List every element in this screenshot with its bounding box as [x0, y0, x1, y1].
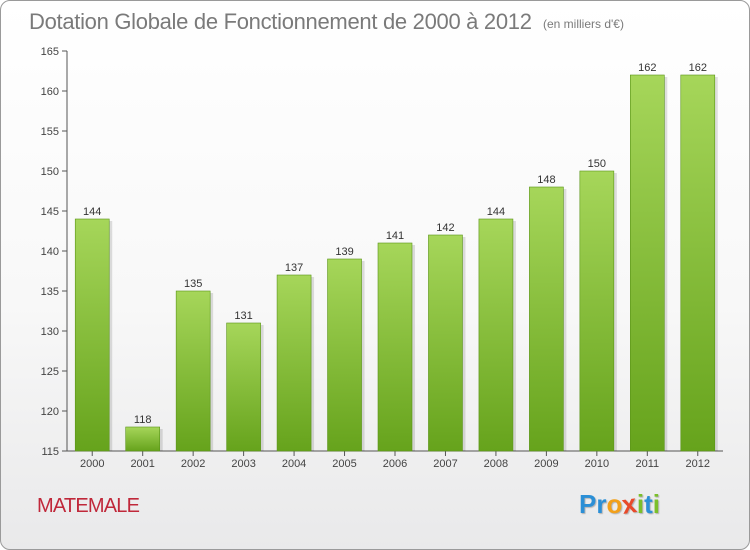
- logo-letter: t: [644, 489, 653, 519]
- y-tick-label: 150: [41, 166, 59, 178]
- x-tick-label: 2006: [383, 458, 407, 470]
- value-label: 148: [537, 174, 555, 186]
- place-name: MATEMALE: [37, 495, 140, 517]
- value-label: 150: [588, 158, 606, 170]
- x-tick-label: 2001: [130, 458, 154, 470]
- logo-letter: r: [596, 489, 607, 519]
- x-tick-label: 2012: [686, 458, 710, 470]
- x-tick-label: 2008: [484, 458, 508, 470]
- value-label: 135: [184, 278, 202, 290]
- x-tick-label: 2000: [80, 458, 104, 470]
- y-tick-label: 140: [41, 246, 59, 258]
- value-label: 144: [487, 206, 505, 218]
- x-tick-label: 2011: [635, 458, 659, 470]
- y-tick-label: 160: [41, 86, 59, 98]
- value-label: 131: [234, 310, 252, 322]
- bar-2004: [276, 274, 312, 452]
- bar-2001: [125, 426, 160, 452]
- y-tick-label: 145: [41, 206, 59, 218]
- x-tick-label: 2003: [231, 458, 255, 470]
- value-label: 141: [386, 230, 404, 242]
- value-label: 139: [335, 246, 353, 258]
- value-label: 144: [83, 206, 101, 218]
- bar-2012: [680, 74, 716, 452]
- value-label: 162: [689, 62, 707, 74]
- y-tick-label: 125: [41, 366, 59, 378]
- y-tick-label: 165: [41, 46, 59, 58]
- y-tick-label: 135: [41, 286, 59, 298]
- value-label: 162: [638, 62, 656, 74]
- bars: [74, 74, 718, 452]
- y-tick-label: 130: [41, 326, 59, 338]
- x-tick-label: 2005: [332, 458, 356, 470]
- logo-letter: i: [652, 489, 660, 519]
- logo-letter: i: [636, 489, 645, 519]
- bar-2008: [478, 218, 514, 452]
- x-tick-label: 2010: [585, 458, 609, 470]
- bar-2002: [175, 290, 211, 452]
- proxiti-logo: Proxiti: [579, 488, 660, 520]
- y-tick-label: 115: [41, 446, 59, 458]
- value-label: 142: [436, 222, 454, 234]
- logo-letter: P: [579, 489, 597, 519]
- value-label: 118: [134, 414, 152, 426]
- bar-2003: [226, 322, 261, 452]
- bar-2009: [529, 186, 564, 452]
- chart-subtitle: (en milliers d'€): [543, 17, 624, 31]
- bar-2006: [377, 242, 413, 452]
- value-labels: 144 118 135 131 137 139 141 142 144 148 150 162 162: [83, 62, 707, 426]
- axes: 115 120 125 130 135 140 145 150 155 160 165 2000 200…: [41, 46, 723, 470]
- bar-2010: [579, 170, 615, 452]
- chart-title: Dotation Globale de Fonctionnement de 20…: [29, 9, 532, 34]
- bar-2005: [327, 258, 362, 452]
- x-tick-label: 2009: [534, 458, 558, 470]
- x-tick-label: 2007: [433, 458, 457, 470]
- x-tick-label: 2004: [282, 458, 306, 470]
- bar-2011: [630, 74, 665, 452]
- y-tick-label: 155: [41, 126, 59, 138]
- logo-letter: o: [606, 489, 623, 519]
- bar-2000: [74, 218, 110, 452]
- y-tick-label: 120: [41, 406, 59, 418]
- bar-2007: [428, 234, 463, 452]
- value-label: 137: [285, 262, 303, 274]
- x-tick-label: 2002: [181, 458, 205, 470]
